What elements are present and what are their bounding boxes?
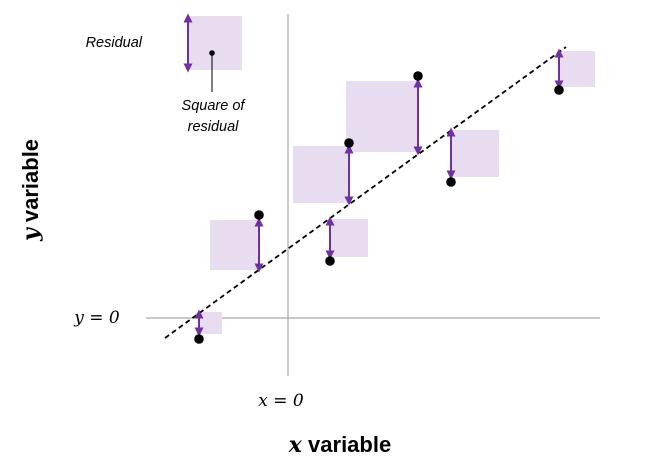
- x-axis-title: x variable: [288, 432, 391, 458]
- residual-square: [451, 130, 499, 177]
- fit-line: [164, 46, 567, 339]
- data-point: [554, 85, 564, 95]
- residual-square: [330, 219, 368, 257]
- legend-residual-label: Residual: [86, 35, 143, 51]
- y-axis-variable: y: [18, 226, 44, 242]
- data-point: [194, 334, 204, 344]
- residual-square: [188, 16, 242, 70]
- data-point: [344, 138, 354, 148]
- residual-square: [199, 312, 222, 334]
- data-point: [413, 71, 423, 81]
- residual-square: [210, 220, 259, 270]
- x-zero-label: x = 0: [258, 391, 304, 411]
- legend-square-label-line1: Square of: [182, 98, 247, 114]
- residual-square: [559, 51, 595, 87]
- legend-square-label-line2: residual: [188, 119, 240, 135]
- residual-square: [346, 81, 418, 152]
- y-zero-label: y = 0: [73, 308, 120, 328]
- y-axis-word: variable: [18, 139, 43, 228]
- x-axis-word: variable: [302, 432, 391, 457]
- data-point: [254, 210, 264, 220]
- data-points: [194, 71, 564, 344]
- data-point: [325, 256, 335, 266]
- residual-square: [293, 146, 349, 203]
- residual-arrows: [183, 13, 564, 337]
- residual-squares: [188, 16, 595, 334]
- data-point: [446, 177, 456, 187]
- y-axis-title: y variable: [18, 139, 44, 242]
- x-axis-variable: x: [288, 432, 303, 458]
